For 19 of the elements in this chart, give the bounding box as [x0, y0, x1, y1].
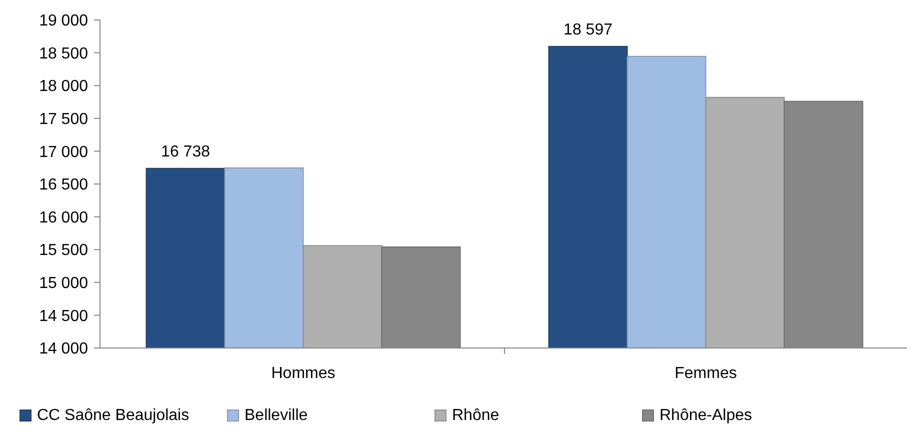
y-tick-label: 15 500 — [39, 242, 88, 260]
legend-label: Belleville — [244, 407, 308, 424]
y-tick-label: 16 500 — [39, 176, 88, 194]
y-tick-label: 14 000 — [39, 340, 88, 358]
data-label: 16 738 — [161, 143, 210, 160]
y-tick-label: 16 000 — [39, 209, 88, 226]
y-tick-label: 19 000 — [39, 12, 88, 30]
legend-label: Rhône-Alpes — [660, 407, 752, 424]
x-tick-label: Femmes — [674, 365, 737, 382]
y-tick-label: 17 000 — [39, 144, 88, 161]
data-label: 18 597 — [564, 21, 613, 38]
y-tick-label: 18 500 — [39, 45, 88, 62]
y-tick-label: 18 000 — [39, 78, 88, 96]
legend-label: Rhône — [452, 407, 500, 424]
y-tick-label: 15 000 — [39, 275, 88, 292]
y-tick-label: 17 500 — [39, 111, 88, 128]
x-tick-label: Hommes — [271, 365, 336, 382]
y-tick-label: 14 500 — [39, 308, 88, 325]
legend-label: CC Saône Beaujolais — [37, 407, 190, 424]
